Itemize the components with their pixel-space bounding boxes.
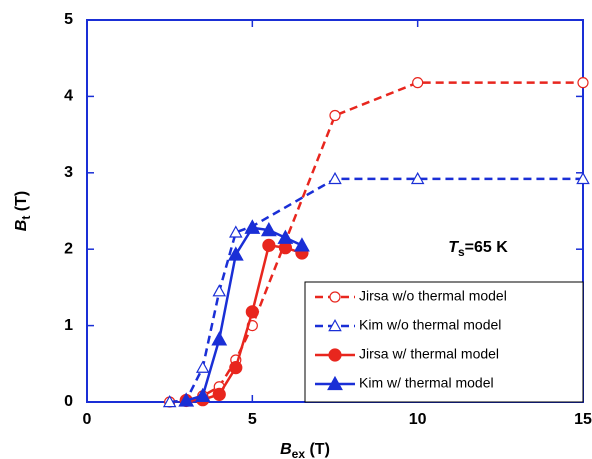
y-tick-label: 3: [64, 164, 73, 181]
legend-box: [304, 281, 584, 403]
marker: [229, 361, 243, 375]
series-line: [186, 243, 303, 402]
marker: [328, 171, 342, 185]
legend-label: Jirsa w/o thermal model: [359, 288, 507, 304]
x-tick-label: 0: [83, 411, 92, 428]
marker: [327, 375, 343, 391]
annotation: Ts=65 K: [448, 239, 508, 259]
annotation-main: T: [448, 239, 459, 256]
marker: [412, 77, 424, 89]
marker: [162, 395, 177, 408]
legend-label: Kim w/ thermal model: [359, 375, 494, 391]
marker: [244, 219, 261, 234]
x-tick-label: 5: [248, 411, 257, 428]
marker: [329, 109, 341, 122]
x-tick-label: 10: [409, 411, 427, 428]
marker: [328, 319, 342, 332]
marker: [245, 305, 259, 319]
marker: [329, 291, 341, 303]
series-line: [169, 177, 583, 404]
marker: [194, 387, 211, 403]
marker: [260, 221, 277, 237]
y-label-main: B: [13, 220, 30, 232]
x-label-unit: (T): [309, 441, 329, 458]
marker: [212, 387, 226, 401]
y-axis-label: Bt (T): [13, 191, 33, 231]
y-tick-label: 4: [64, 88, 73, 105]
y-tick-label: 1: [64, 317, 73, 334]
x-label-main: B: [280, 441, 292, 458]
marker: [328, 348, 342, 362]
legend: Jirsa w/o thermal model Kim w/o thermal m…: [304, 281, 584, 403]
y-label-sub: t: [19, 216, 33, 220]
marker: [178, 392, 195, 407]
x-tick-label: 15: [574, 411, 592, 428]
marker: [577, 77, 589, 89]
marker: [294, 237, 310, 252]
x-axis-label: Bex (T): [280, 441, 330, 459]
marker: [277, 229, 294, 244]
legend-label: Jirsa w/ thermal model: [359, 346, 499, 362]
y-tick-label: 0: [64, 393, 73, 410]
x-label-sub: ex: [292, 447, 306, 459]
marker: [211, 331, 228, 346]
marker: [195, 360, 210, 373]
marker: [229, 225, 243, 238]
y-label-unit: (T): [13, 191, 30, 211]
annotation-sub: s: [458, 245, 465, 259]
y-tick-label: 5: [64, 11, 73, 28]
marker: [410, 171, 425, 185]
annotation-rest: =65 K: [465, 239, 509, 256]
y-tick-label: 2: [64, 240, 73, 257]
marker: [576, 171, 590, 185]
marker: [212, 284, 227, 297]
marker: [262, 238, 276, 252]
legend-label: Kim w/o thermal model: [359, 317, 501, 333]
marker: [227, 246, 244, 261]
